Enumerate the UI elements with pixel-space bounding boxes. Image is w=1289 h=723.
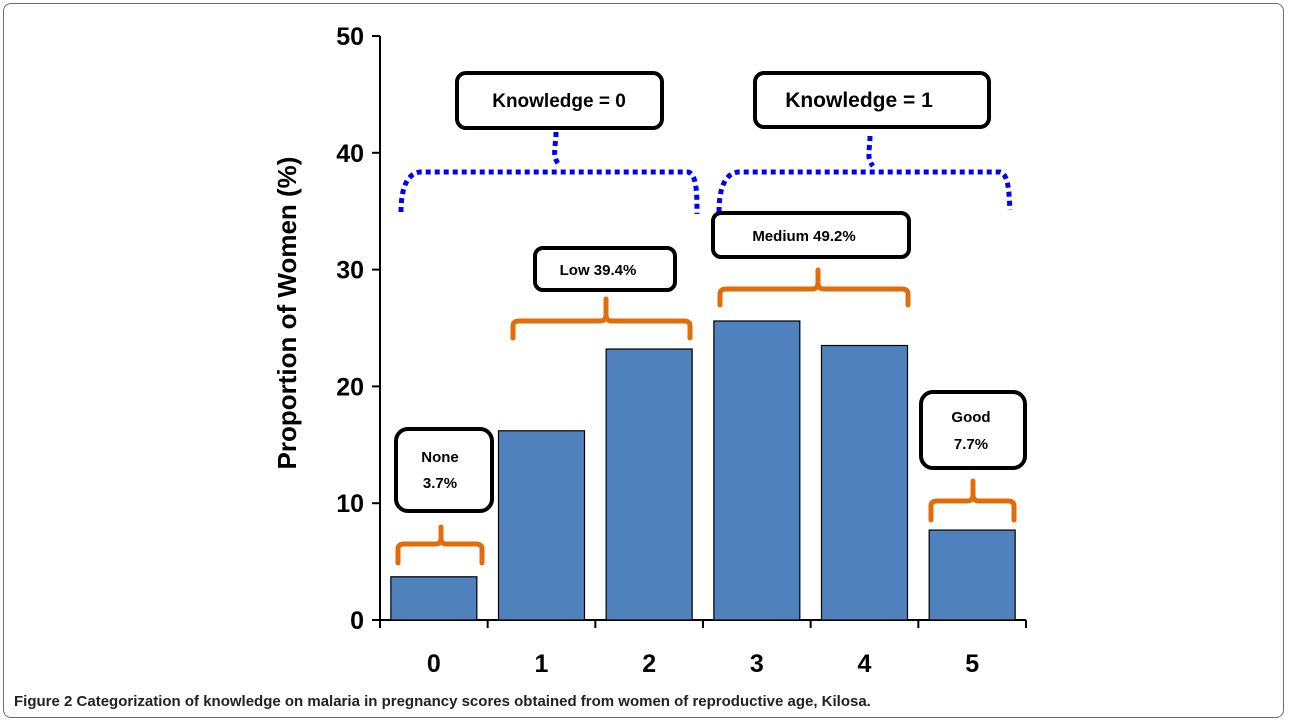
none-bracket xyxy=(395,524,485,566)
svg-text:None: None xyxy=(421,449,459,466)
level-brackets xyxy=(395,267,1017,566)
y-ticks: 0 10 20 30 40 50 xyxy=(336,23,380,635)
bar xyxy=(928,529,1016,621)
medium-box: Medium 49.2% xyxy=(711,211,911,259)
y-tick-label: 50 xyxy=(336,23,364,51)
knowledge-0-bracket xyxy=(398,131,700,215)
bar xyxy=(497,430,586,621)
bars xyxy=(390,320,1016,621)
svg-text:Good: Good xyxy=(951,409,990,426)
x-ticks: 0 1 2 3 4 5 xyxy=(379,620,1027,678)
y-tick-label: 0 xyxy=(350,607,364,635)
x-tick-label: 1 xyxy=(535,650,549,678)
y-tick-label: 20 xyxy=(336,373,364,401)
svg-text:7.7%: 7.7% xyxy=(954,436,988,453)
y-tick-label: 40 xyxy=(336,140,364,168)
low-box: Low 39.4% xyxy=(533,246,677,292)
bar xyxy=(713,320,801,621)
caption-label: Figure 2 xyxy=(14,693,73,710)
figure-caption: Figure 2 Categorization of knowledge on … xyxy=(14,693,871,710)
none-box: None 3.7% xyxy=(394,427,494,513)
bar xyxy=(820,344,909,621)
x-tick-label: 3 xyxy=(750,650,764,678)
x-tick-label: 5 xyxy=(965,650,979,678)
x-tick-label: 0 xyxy=(427,650,441,678)
caption-text: Categorization of knowledge on malaria i… xyxy=(76,693,871,710)
knowledge-0-box: Knowledge = 0 xyxy=(455,71,664,130)
knowledge-1-bracket xyxy=(716,135,1013,213)
x-tick-label: 4 xyxy=(858,650,872,678)
svg-text:Medium 49.2%: Medium 49.2% xyxy=(752,228,855,245)
svg-text:3.7%: 3.7% xyxy=(423,475,457,492)
knowledge-1-box: Knowledge = 1 xyxy=(753,71,991,129)
y-tick-label: 10 xyxy=(336,490,364,518)
y-axis-label: Proportion of Women (%) xyxy=(272,157,302,470)
good-bracket xyxy=(928,478,1017,523)
svg-text:Knowledge = 0: Knowledge = 0 xyxy=(492,91,626,112)
svg-text:Knowledge = 1: Knowledge = 1 xyxy=(785,89,933,112)
good-box: Good 7.7% xyxy=(919,390,1027,470)
low-bracket xyxy=(510,296,693,341)
medium-bracket xyxy=(717,267,911,308)
bar xyxy=(605,348,693,621)
x-tick-label: 2 xyxy=(642,650,656,678)
y-tick-label: 30 xyxy=(336,257,364,285)
svg-text:Low 39.4%: Low 39.4% xyxy=(560,262,637,279)
bar xyxy=(390,576,478,621)
